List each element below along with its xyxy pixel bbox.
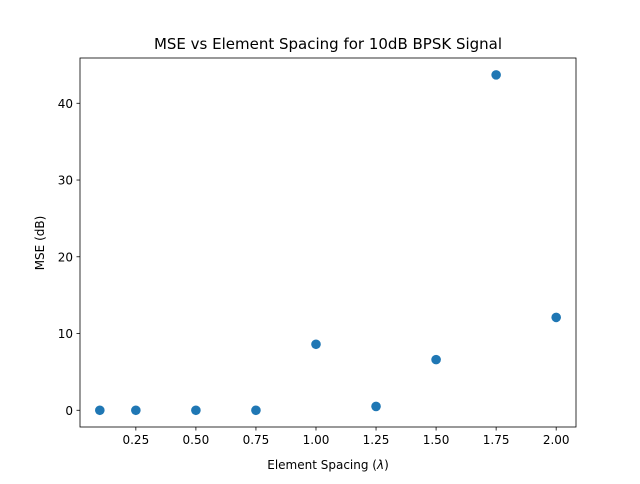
y-tick-label: 0 <box>65 404 73 418</box>
data-point <box>251 405 261 416</box>
plot-frame <box>79 57 577 428</box>
x-tick-label: 1.75 <box>483 433 510 447</box>
x-tick-label: 0.75 <box>243 433 270 447</box>
x-tick-label: 1.00 <box>303 433 330 447</box>
x-tick-label: 1.50 <box>423 433 450 447</box>
data-point <box>551 312 561 323</box>
y-tick-label: 10 <box>58 327 73 341</box>
data-point <box>491 70 501 80</box>
y-axis-label: MSE (dB) <box>33 216 47 271</box>
data-point <box>131 405 141 416</box>
data-point <box>371 401 381 412</box>
x-axis-ticks: 0.25 0.50 0.75 1.00 1.25 1.50 1.75 2.00 <box>122 427 570 447</box>
x-tick-label: 2.00 <box>543 433 570 447</box>
x-tick-label: 1.25 <box>363 433 390 447</box>
x-axis-label-prefix: Element Spacing ( <box>267 458 377 472</box>
chart-title: MSE vs Element Spacing for 10dB BPSK Sig… <box>154 35 502 53</box>
x-tick-label: 0.25 <box>122 433 149 447</box>
y-tick-label: 20 <box>58 250 73 264</box>
data-point <box>191 405 201 416</box>
data-point <box>95 405 105 416</box>
data-points <box>95 70 561 416</box>
y-axis-ticks: 0 10 20 30 40 <box>58 97 80 418</box>
data-point <box>431 354 441 365</box>
x-axis-label: Element Spacing (λ) <box>267 458 389 472</box>
y-tick-label: 40 <box>58 97 73 111</box>
data-point <box>311 339 321 350</box>
lambda-symbol: λ <box>376 458 384 472</box>
y-tick-label: 30 <box>58 174 73 188</box>
x-tick-label: 0.50 <box>183 433 210 447</box>
x-axis-label-suffix: ) <box>384 458 389 472</box>
